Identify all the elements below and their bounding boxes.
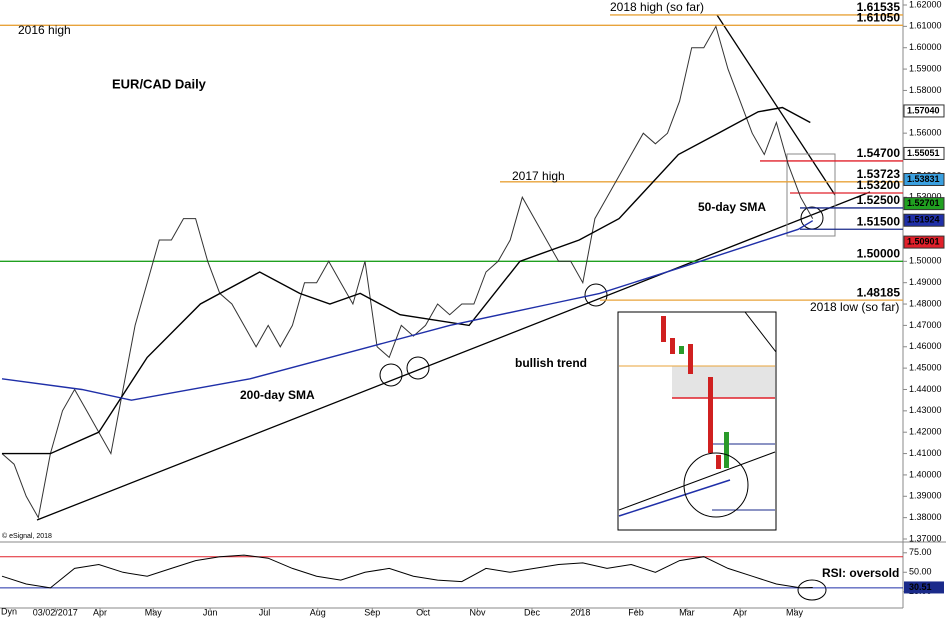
trend-line	[36, 191, 871, 521]
circle	[797, 579, 827, 601]
y-tick-label: 1.44000	[909, 384, 942, 394]
x-tick-label: 2018	[570, 607, 590, 617]
price-marker-label: 1.52701	[907, 198, 940, 208]
x-tick-label: Feb	[628, 607, 644, 617]
y-tick-label: 1.49000	[909, 277, 942, 287]
y-tick-label: 1.47000	[909, 320, 942, 330]
y-tick-label: 1.39000	[909, 491, 942, 501]
x-tick-label: Nov	[470, 607, 487, 617]
price-marker	[903, 172, 945, 186]
series-line	[1, 554, 813, 589]
price-marker	[903, 213, 945, 227]
x-tick-label: Oct	[416, 607, 431, 617]
y-tick-label: 1.53000	[909, 192, 942, 202]
price-marker	[903, 235, 945, 249]
inset-candle	[688, 344, 693, 374]
source: © eSignal, 2018	[2, 532, 52, 540]
inset-trend	[618, 451, 776, 511]
y-tick-label: 1.40000	[909, 469, 942, 479]
series-line	[1, 220, 814, 401]
rsi-marker-label: 30.51	[909, 582, 932, 592]
chart-title: EUR/CAD Daily	[112, 76, 207, 91]
inset-candle	[670, 338, 675, 354]
series-line	[2, 106, 811, 455]
inset-zone	[672, 366, 775, 398]
x-tick-label: Jul	[259, 607, 271, 617]
level-label: 1.61050	[857, 10, 901, 24]
annotation: 50-day SMA	[698, 200, 766, 214]
y-tick-label: 1.37000	[909, 533, 942, 543]
y-tick-label: 1.62000	[909, 0, 942, 9]
y-tick-label: 1.41000	[909, 448, 942, 458]
y-tick-label: 1.46000	[909, 341, 942, 351]
level-note: 2016 high	[18, 23, 71, 37]
inset	[617, 311, 777, 531]
level-note: 2018 high (so far)	[610, 0, 704, 14]
x-tick-label: Apr	[93, 607, 107, 617]
inset-candle	[661, 316, 666, 342]
level-label: 1.53723	[857, 167, 901, 181]
inset-candle	[716, 455, 721, 469]
x-tick-label: Dec	[524, 607, 541, 617]
y-tick-label: 1.50000	[909, 256, 942, 266]
x-tick-label: Mar	[679, 607, 695, 617]
y-tick-label: 75.00	[909, 547, 932, 557]
circle	[406, 356, 430, 380]
price-marker	[903, 104, 945, 118]
x-tick-label: 03/02/2017	[33, 607, 78, 617]
y-tick-label: 1.38000	[909, 512, 942, 522]
x-tick-label: May	[145, 607, 163, 617]
corner-label: Dyn	[1, 606, 17, 616]
circle	[379, 363, 403, 387]
y-tick-label: 1.56000	[909, 128, 942, 138]
y-tick-label: 1.42000	[909, 427, 942, 437]
level-label: 1.54700	[857, 146, 901, 160]
level-label: 1.61535	[857, 0, 901, 14]
y-tick-label: 1.45000	[909, 362, 942, 372]
series-line	[1, 25, 814, 520]
y-tick-label: 1.60000	[909, 42, 942, 52]
level-note: 2018 low (so far)	[810, 300, 899, 314]
y-tick-label: 50.00	[909, 567, 932, 577]
annotation: 200-day SMA	[240, 388, 315, 402]
x-tick-label: Jun	[203, 607, 218, 617]
y-tick-label: 1.48000	[909, 298, 942, 308]
y-tick-label: 1.59000	[909, 63, 942, 73]
zoom-box	[786, 153, 836, 237]
price-marker	[903, 146, 945, 160]
level-label: 1.52500	[857, 193, 901, 207]
inset-circle	[683, 452, 749, 518]
x-tick-label: Aug	[310, 607, 326, 617]
x-tick-label: Sep	[364, 607, 380, 617]
annotation: bullish trend	[515, 356, 587, 370]
inset-candle	[679, 346, 684, 354]
inset-candle	[708, 377, 713, 453]
x-tick-label: May	[786, 607, 804, 617]
level-label: 1.53200	[857, 178, 901, 192]
level-label: 1.50000	[857, 246, 901, 260]
level-label: 1.51500	[857, 214, 901, 228]
level-note: 2017 high	[512, 169, 565, 183]
rsi-title: RSI: oversold	[822, 566, 899, 580]
x-tick-label: Apr	[733, 607, 747, 617]
resistance-line	[716, 14, 836, 196]
circle	[584, 283, 608, 307]
inset-candle	[724, 432, 729, 468]
inset-sma	[618, 479, 731, 517]
inset-frame	[617, 311, 777, 531]
rsi-marker	[904, 581, 944, 594]
level-label: 1.48185	[857, 285, 901, 299]
inset-resistance	[744, 311, 777, 353]
price-marker-label: 1.57040	[907, 105, 940, 115]
y-tick-label: 1.43000	[909, 405, 942, 415]
price-marker	[903, 197, 945, 211]
y-tick-label: 1.58000	[909, 85, 942, 95]
price-marker-label: 1.51924	[907, 215, 940, 225]
price-marker-label: 1.55051	[907, 148, 940, 158]
y-tick-label: 1.61000	[909, 21, 942, 31]
price-marker-label: 1.50901	[907, 236, 940, 246]
price-marker-label: 1.53831	[907, 174, 940, 184]
